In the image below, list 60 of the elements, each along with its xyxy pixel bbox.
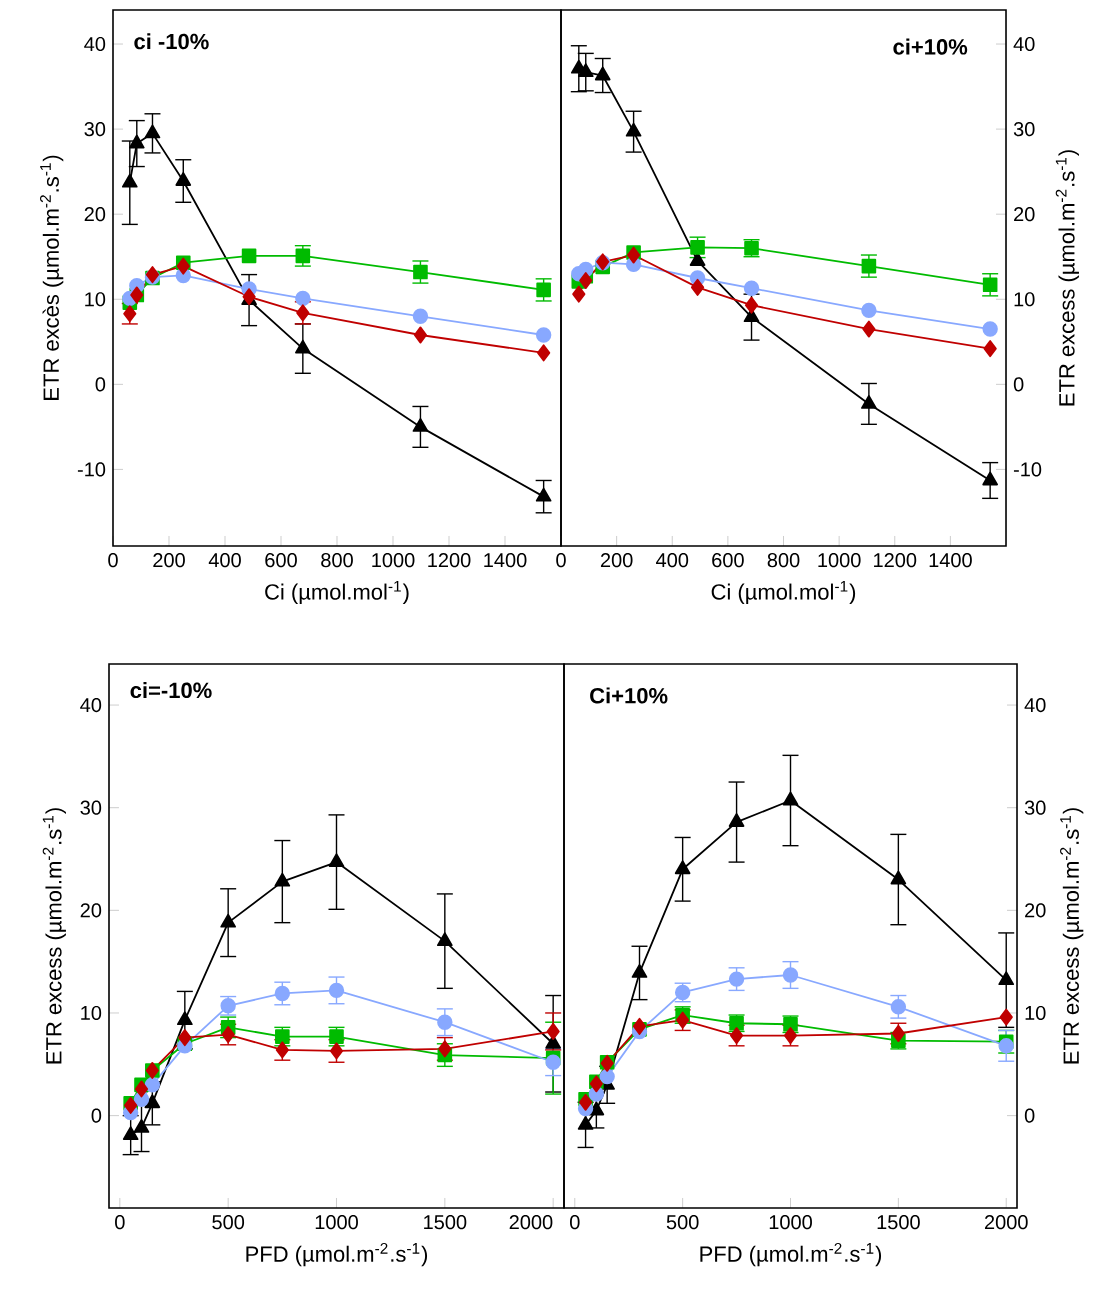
y-tick-label: 30 [84,122,106,137]
x-axis-title: PFD (µmol.m$^{-2}$.s$^{-1}$) [246,1242,428,1267]
y2-axis-title: ETR excess (µmol.m$^{-2}$.s$^{-1}$) [1055,150,1079,406]
x-tick-label: 0 [115,1215,125,1230]
annotation: Ci+10% [590,687,668,704]
x-tick-label: 1500 [877,1215,920,1230]
y-tick-label: 40 [84,36,106,52]
y-tick-label: 10 [85,292,106,307]
x-tick-label: 1000 [372,553,415,568]
x-tick-label: 0 [108,553,118,568]
y-axis-title: ETR excess (µmol.m$^{-2}$.s$^{-1}$) [42,808,66,1064]
x-tick-label: 2000 [984,1215,1028,1230]
x-tick-label: 200 [600,553,633,568]
x-axis-title: Ci (µmol.mol$^{-1}$) [711,580,856,605]
y2-tick-label: 10 [1025,1005,1046,1021]
x-tick-label: 0 [556,553,566,568]
y2-tick-label: 40 [1013,36,1035,52]
x-axis-title: PFD (µmol.m$^{-2}$.s$^{-1}$) [700,1242,882,1267]
y-tick-label: 40 [80,697,102,713]
y2-tick-label: 0 [1013,377,1024,392]
y-tick-label: 20 [84,207,106,222]
x-tick-label: 1000 [769,1215,812,1230]
x-tick-label: 0 [570,1215,580,1230]
y2-tick-label: 20 [1014,207,1035,222]
x-tick-label: 200 [153,553,185,568]
annotation: ci=-10% [130,681,212,699]
y-tick-label: 0 [95,377,106,392]
annotation: ci+10% [893,38,968,55]
y-tick-label: 0 [91,1108,102,1123]
y2-tick-label: 10 [1014,292,1035,307]
x-tick-label: 800 [767,553,800,568]
x-tick-label: 500 [212,1215,245,1230]
y2-axis-title: ETR excess (µmol.m$^{-2}$.s$^{-1}$) [1060,808,1084,1064]
x-tick-label: 1400 [929,553,972,568]
x-tick-label: 800 [321,553,353,568]
x-tick-label: 2000 [509,1215,553,1230]
y-tick-label: -10 [77,462,106,477]
y2-tick-label: 30 [1024,800,1046,815]
x-tick-label: 1500 [424,1215,467,1230]
x-tick-label: 600 [265,553,297,568]
y2-tick-label: 0 [1024,1108,1035,1123]
x-tick-label: 400 [208,553,241,568]
x-tick-label: 1000 [818,553,861,568]
x-tick-label: 400 [656,553,689,568]
y-tick-label: 20 [80,903,102,918]
x-tick-label: 1000 [315,1215,358,1230]
x-axis-title: Ci (µmol.mol$^{-1}$) [265,580,409,605]
y-tick-label: 10 [81,1005,102,1021]
x-tick-label: 600 [712,553,744,568]
y-axis-title: ETR excès (µmol.m$^{-2}$.s$^{-1}$) [40,155,64,400]
x-tick-label: 1400 [484,553,527,568]
y2-tick-label: 20 [1025,903,1046,918]
x-tick-label: 1200 [874,553,917,568]
y-tick-label: 30 [80,800,102,815]
annotation: ci -10% [134,33,209,50]
y2-tick-label: -10 [1013,462,1042,477]
y2-tick-label: 30 [1013,122,1035,137]
y2-tick-label: 40 [1024,697,1046,713]
x-tick-label: 500 [666,1215,699,1230]
x-tick-label: 1200 [428,553,471,568]
